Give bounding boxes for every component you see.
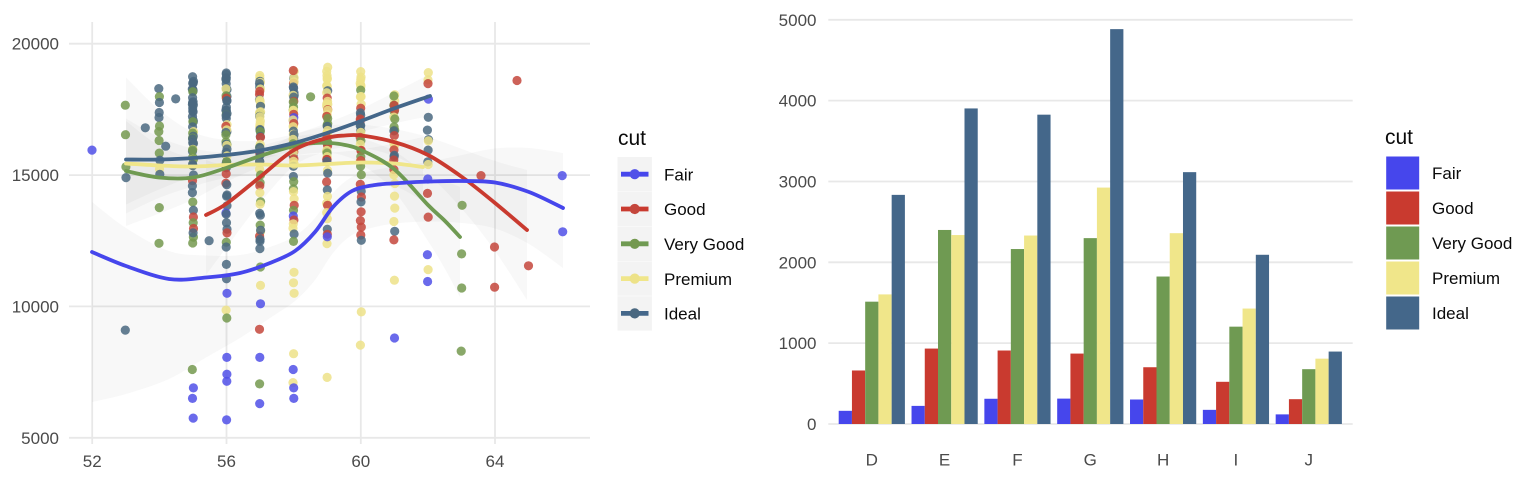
svg-text:F: F (1012, 450, 1022, 469)
svg-text:Very Good: Very Good (1432, 234, 1512, 253)
svg-text:Fair: Fair (664, 165, 694, 184)
svg-text:1000: 1000 (779, 334, 817, 353)
svg-text:3000: 3000 (779, 173, 817, 192)
svg-text:10000: 10000 (12, 297, 59, 316)
svg-text:64: 64 (486, 452, 505, 471)
svg-text:Ideal: Ideal (664, 305, 701, 324)
svg-text:G: G (1084, 450, 1097, 469)
svg-text:15000: 15000 (12, 166, 59, 185)
svg-text:Premium: Premium (1432, 269, 1500, 288)
svg-text:2000: 2000 (779, 253, 817, 272)
svg-text:Very Good: Very Good (664, 235, 744, 254)
svg-text:J: J (1305, 450, 1314, 469)
svg-text:I: I (1234, 450, 1239, 469)
svg-text:56: 56 (217, 452, 236, 471)
svg-text:52: 52 (83, 452, 102, 471)
svg-text:cut: cut (1385, 126, 1413, 149)
svg-text:Fair: Fair (1432, 164, 1462, 183)
svg-text:0: 0 (807, 415, 816, 434)
svg-text:cut: cut (618, 127, 646, 150)
svg-text:H: H (1157, 450, 1169, 469)
svg-text:20000: 20000 (12, 35, 59, 54)
svg-text:E: E (939, 450, 950, 469)
svg-text:5000: 5000 (21, 429, 59, 448)
svg-text:Ideal: Ideal (1432, 304, 1469, 323)
svg-text:4000: 4000 (779, 92, 817, 111)
svg-text:Premium: Premium (664, 270, 732, 289)
svg-text:60: 60 (351, 452, 370, 471)
svg-text:5000: 5000 (779, 11, 817, 30)
svg-text:Good: Good (664, 200, 706, 219)
svg-text:D: D (866, 450, 878, 469)
svg-text:Good: Good (1432, 199, 1474, 218)
